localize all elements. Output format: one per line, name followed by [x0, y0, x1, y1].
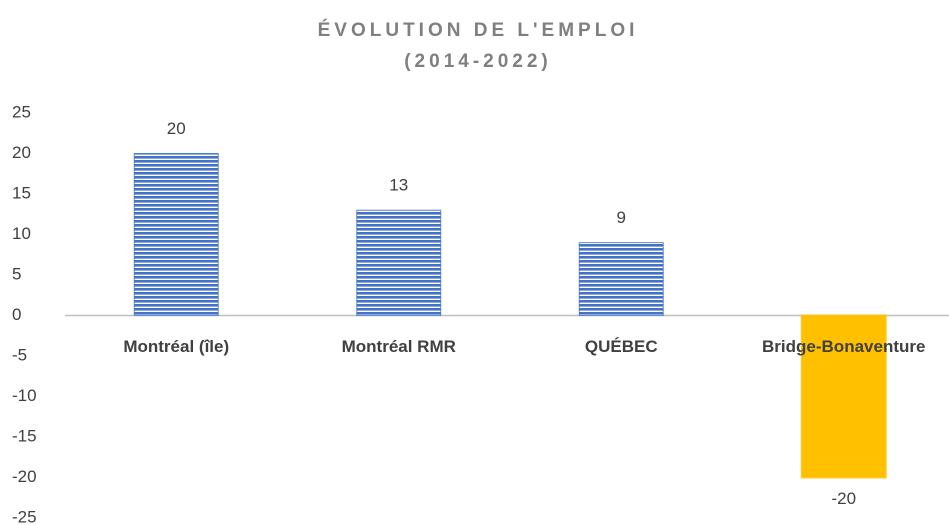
y-tick-label: 15: [12, 183, 31, 202]
y-tick-label: 20: [12, 143, 31, 162]
data-label: -20: [831, 489, 856, 508]
bar: [356, 209, 442, 316]
x-tick-label: Montréal RMR: [342, 337, 456, 356]
y-tick-label: 10: [12, 224, 31, 243]
data-label: 20: [167, 119, 186, 138]
x-tick-label: Montréal (île): [123, 337, 229, 356]
y-tick-label: 5: [12, 264, 21, 283]
data-label: 13: [389, 176, 408, 195]
y-tick-label: -20: [12, 467, 37, 486]
bar: [800, 314, 887, 479]
bar: [133, 153, 219, 316]
x-tick-label: QUÉBEC: [585, 337, 658, 356]
bar: [578, 242, 664, 317]
chart-subtitle: (2014-2022): [404, 51, 552, 72]
y-tick-label: -15: [12, 426, 37, 445]
y-tick-label: -10: [12, 386, 37, 405]
x-tick-label: Bridge-Bonaventure: [762, 337, 925, 356]
y-tick-label: -5: [12, 345, 27, 364]
chart-title: ÉVOLUTION DE L'EMPLOI: [318, 19, 639, 41]
y-tick-label: 0: [12, 305, 21, 324]
data-label: 9: [617, 208, 626, 227]
y-tick-label: 25: [12, 102, 31, 121]
y-tick-label: -25: [12, 507, 37, 525]
